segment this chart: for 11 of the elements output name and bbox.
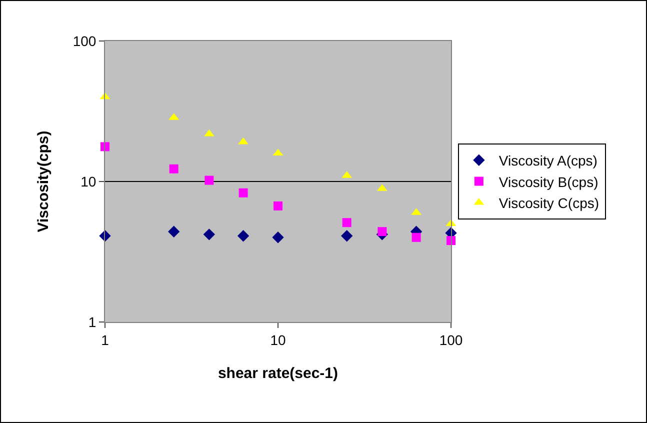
x-tick-label: 100 <box>439 332 463 348</box>
y-tick-label: 10 <box>80 173 96 190</box>
x-tick-label: 10 <box>270 332 286 348</box>
y-axis-title: Viscosity(cps) <box>35 130 52 232</box>
x-axis-title: shear rate(sec-1) <box>218 364 338 382</box>
legend-label: Viscosity C(cps) <box>498 194 600 211</box>
legend-label: Viscosity B(cps) <box>498 174 598 190</box>
y-tick-label: 1 <box>88 314 96 330</box>
x-tick-label: 1 <box>101 332 110 348</box>
y-tick-label: 100 <box>72 32 96 49</box>
legend-label: Viscosity A(cps) <box>498 152 598 169</box>
